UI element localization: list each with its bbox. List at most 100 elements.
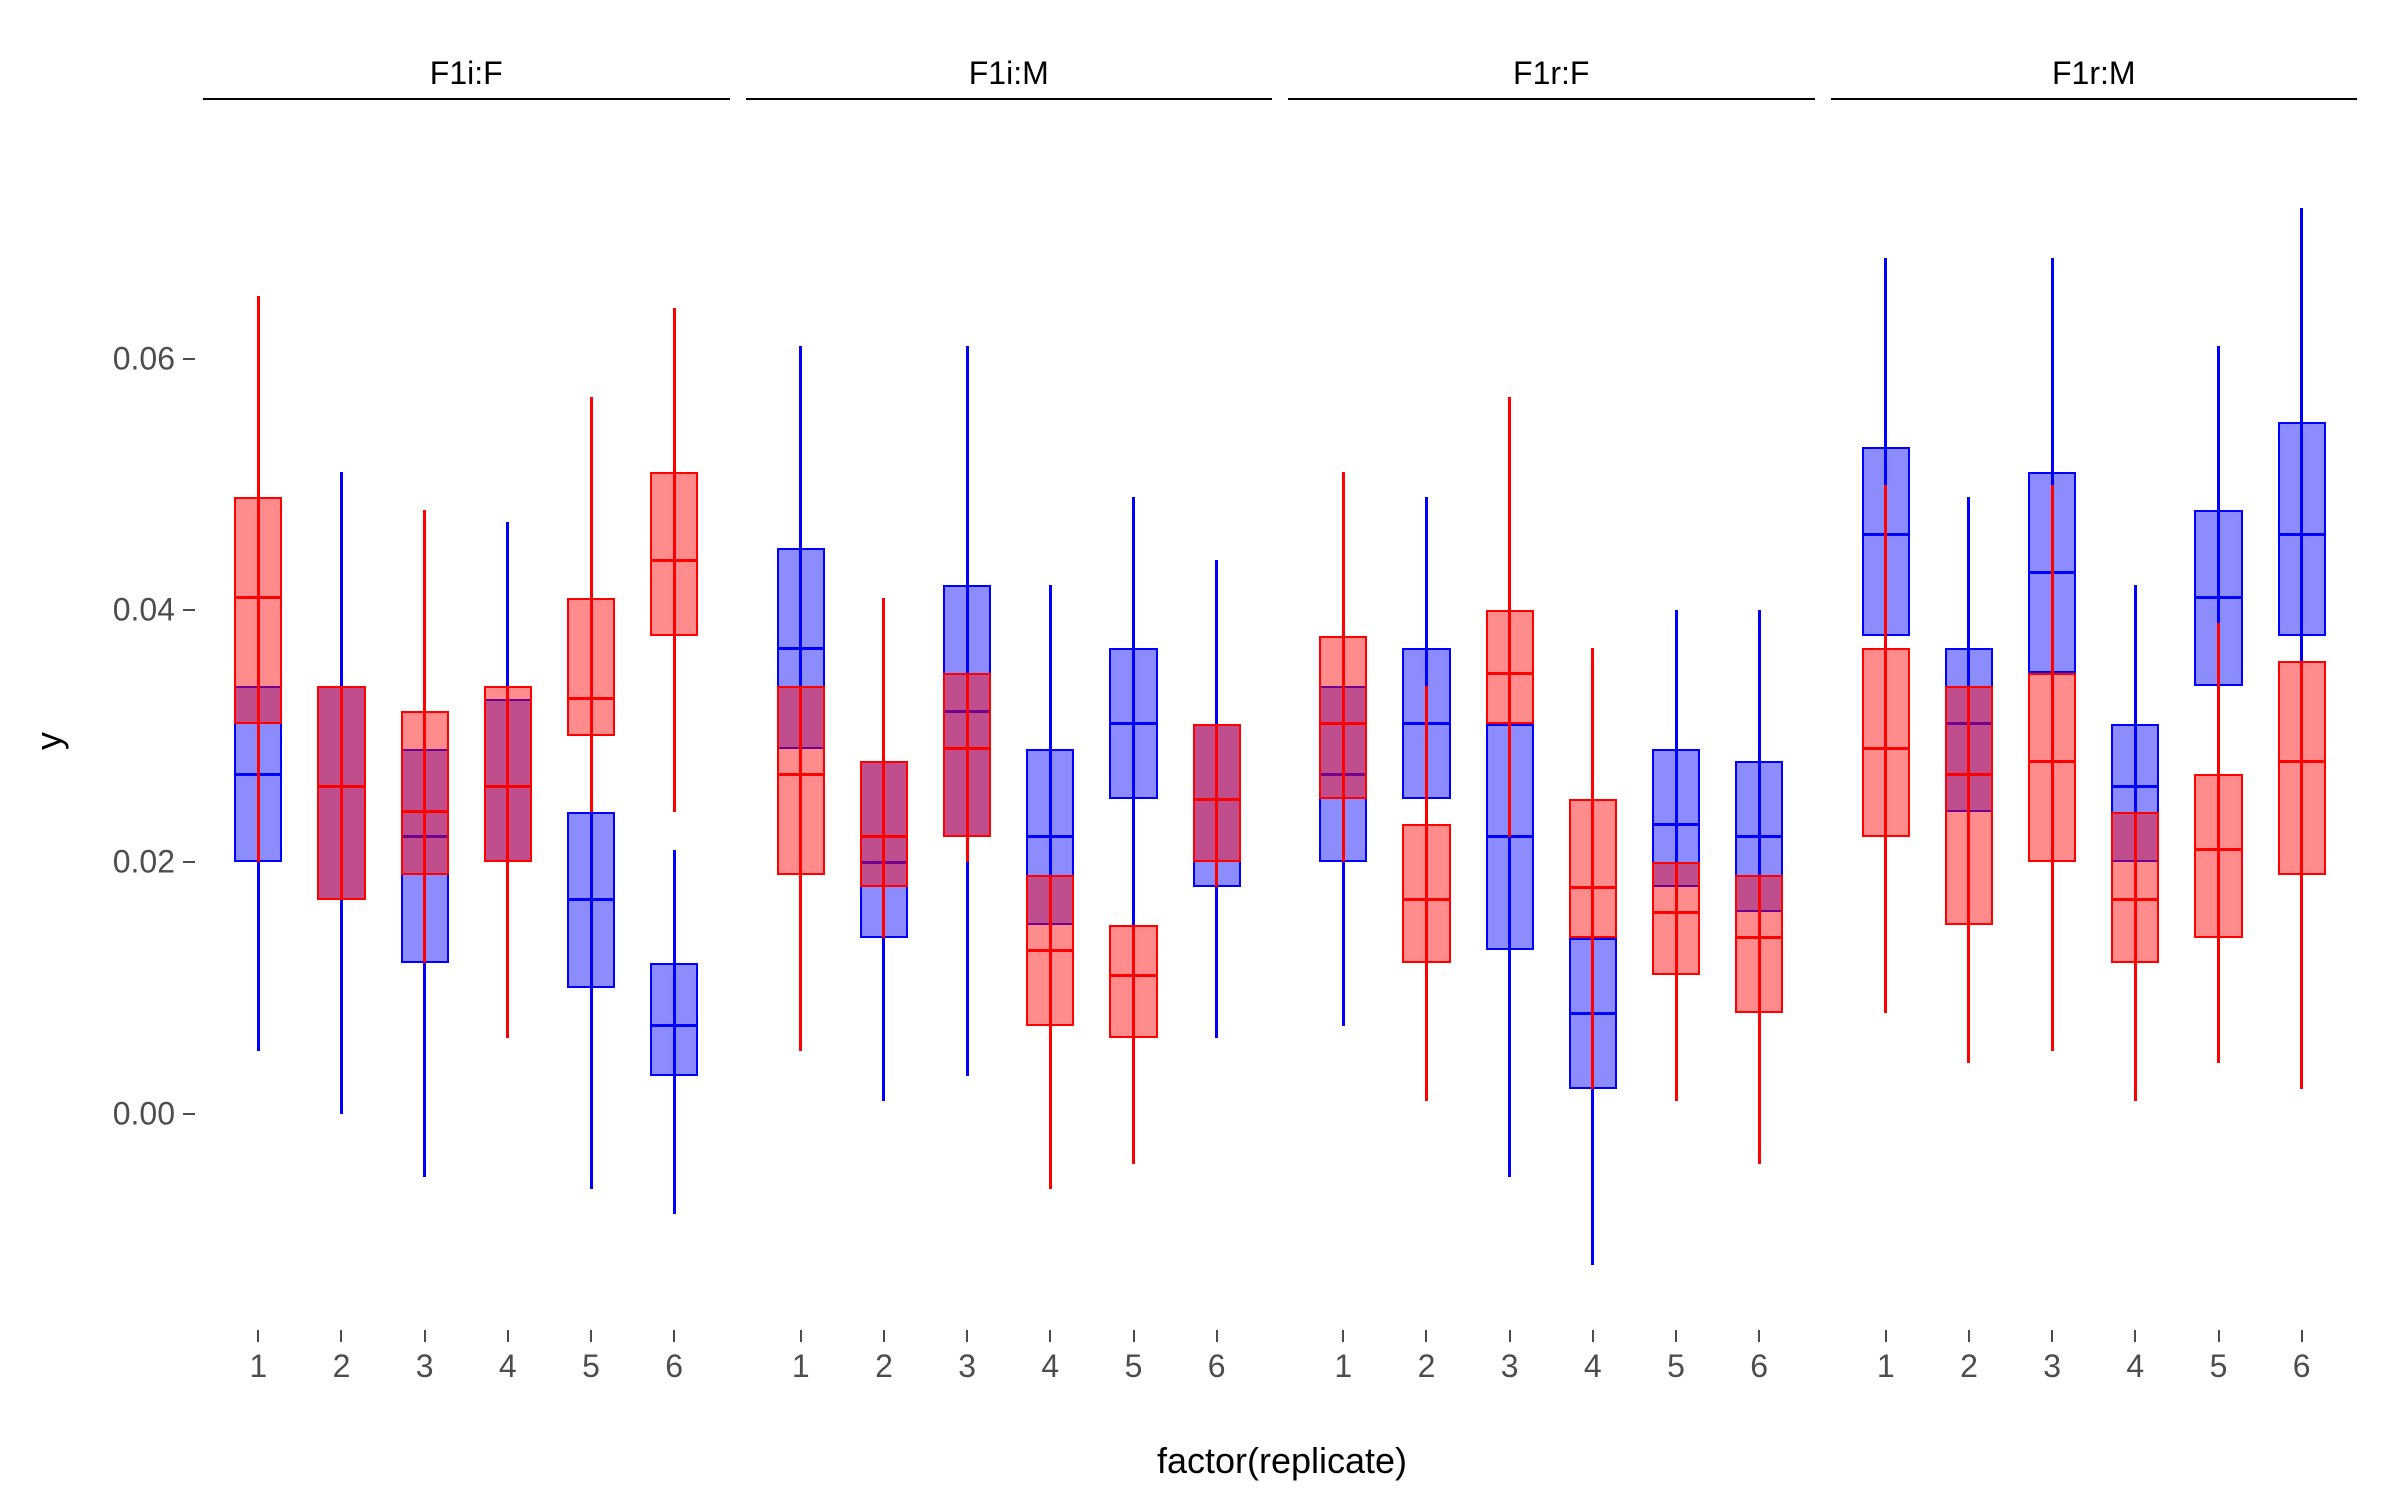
x-tick-mark xyxy=(1968,1330,1970,1342)
x-tick-label: 4 xyxy=(499,1348,517,1385)
facet-strip-line xyxy=(1831,98,2358,100)
facet-strip-line xyxy=(203,98,730,100)
x-tick-mark xyxy=(800,1330,802,1342)
x-tick-mark xyxy=(257,1330,259,1342)
x-tick-label: 3 xyxy=(958,1348,976,1385)
facet-strip: F1i:M xyxy=(746,55,1273,100)
boxplot-box xyxy=(567,598,615,736)
facet-label: F1i:F xyxy=(203,55,730,92)
x-tick-mark xyxy=(340,1330,342,1342)
x-tick-label: 5 xyxy=(582,1348,600,1385)
boxplot-median xyxy=(2194,596,2242,599)
x-tick-label: 1 xyxy=(249,1348,267,1385)
facet-strip-line xyxy=(1288,98,1815,100)
x-tick-label: 1 xyxy=(1334,1348,1352,1385)
boxplot-median xyxy=(777,647,825,650)
x-tick-label: 1 xyxy=(1877,1348,1895,1385)
boxplot-median xyxy=(1109,722,1157,725)
boxplot-median xyxy=(2111,898,2159,901)
x-tick-mark xyxy=(1049,1330,1051,1342)
boxplot-median xyxy=(1402,898,1450,901)
x-tick-label: 4 xyxy=(2126,1348,2144,1385)
x-tick-label: 3 xyxy=(1501,1348,1519,1385)
boxplot-median xyxy=(484,785,532,788)
boxplot-median xyxy=(2278,533,2326,536)
x-tick-mark xyxy=(1133,1330,1135,1342)
facet-strip: F1r:M xyxy=(1831,55,2358,100)
x-tick-mark xyxy=(1758,1330,1760,1342)
y-tick-mark xyxy=(183,1113,195,1115)
boxplot-median xyxy=(2194,848,2242,851)
x-tick-mark xyxy=(1675,1330,1677,1342)
boxplot-box xyxy=(1735,875,1783,1013)
x-tick-mark xyxy=(1425,1330,1427,1342)
y-tick-label: 0.04 xyxy=(85,592,175,629)
x-tick-label: 6 xyxy=(1208,1348,1226,1385)
y-tick-label: 0.06 xyxy=(85,340,175,377)
x-tick-label: 2 xyxy=(333,1348,351,1385)
boxplot-box xyxy=(401,711,449,875)
x-tick-label: 4 xyxy=(1041,1348,1059,1385)
boxplot-median xyxy=(943,747,991,750)
x-tick-label: 5 xyxy=(1667,1348,1685,1385)
boxplot-box xyxy=(1193,724,1241,862)
boxplot-median xyxy=(2111,785,2159,788)
boxplot-box xyxy=(650,472,698,636)
boxplot-median xyxy=(234,596,282,599)
x-tick-mark xyxy=(2051,1330,2053,1342)
y-tick-label: 0.00 xyxy=(85,1095,175,1132)
boxplot-box xyxy=(2278,661,2326,875)
y-tick-mark xyxy=(183,358,195,360)
boxplot-median xyxy=(1026,949,1074,952)
x-tick-mark xyxy=(1342,1330,1344,1342)
x-tick-label: 6 xyxy=(2293,1348,2311,1385)
boxplot-median xyxy=(1652,911,1700,914)
x-tick-mark xyxy=(2218,1330,2220,1342)
boxplot-box xyxy=(317,686,365,900)
boxplot-box xyxy=(860,761,908,887)
x-tick-label: 3 xyxy=(2043,1348,2061,1385)
x-tick-label: 2 xyxy=(1960,1348,1978,1385)
x-tick-label: 6 xyxy=(1750,1348,1768,1385)
boxplot-median xyxy=(1486,672,1534,675)
x-tick-label: 2 xyxy=(1418,1348,1436,1385)
boxplot-box xyxy=(1569,799,1617,937)
facet-strip: F1i:F xyxy=(203,55,730,100)
boxplot-box xyxy=(2278,422,2326,636)
x-tick-mark xyxy=(966,1330,968,1342)
x-tick-label: 2 xyxy=(875,1348,893,1385)
x-tick-mark xyxy=(1592,1330,1594,1342)
facet-label: F1r:F xyxy=(1288,55,1815,92)
boxplot-box xyxy=(1486,610,1534,723)
boxplot-box xyxy=(2111,812,2159,963)
boxplot-median xyxy=(1652,823,1700,826)
x-tick-label: 4 xyxy=(1584,1348,1602,1385)
boxplot-median xyxy=(317,785,365,788)
x-tick-mark xyxy=(1885,1330,1887,1342)
facet-strip-line xyxy=(746,98,1273,100)
boxplot-median xyxy=(1735,936,1783,939)
y-tick-mark xyxy=(183,861,195,863)
x-tick-mark xyxy=(1509,1330,1511,1342)
y-tick-mark xyxy=(183,609,195,611)
boxplot-median xyxy=(777,773,825,776)
boxplot-box xyxy=(234,497,282,724)
boxplot-box xyxy=(650,963,698,1076)
boxplot-box xyxy=(1319,636,1367,800)
x-tick-mark xyxy=(883,1330,885,1342)
boxplot-median xyxy=(860,835,908,838)
boxplot-median xyxy=(567,697,615,700)
boxplot-median xyxy=(650,1024,698,1027)
boxplot-box xyxy=(484,686,532,862)
boxplot-box xyxy=(777,686,825,875)
boxplot-box xyxy=(1862,648,1910,837)
boxplot-box xyxy=(1945,686,1993,925)
boxplot-median xyxy=(1319,722,1367,725)
x-tick-mark xyxy=(507,1330,509,1342)
x-tick-mark xyxy=(673,1330,675,1342)
facet-strip: F1r:F xyxy=(1288,55,1815,100)
boxplot-box xyxy=(1109,925,1157,1038)
y-axis-label: y xyxy=(28,732,70,750)
x-axis-label: factor(replicate) xyxy=(1157,1440,1407,1482)
boxplot-box xyxy=(1402,824,1450,962)
